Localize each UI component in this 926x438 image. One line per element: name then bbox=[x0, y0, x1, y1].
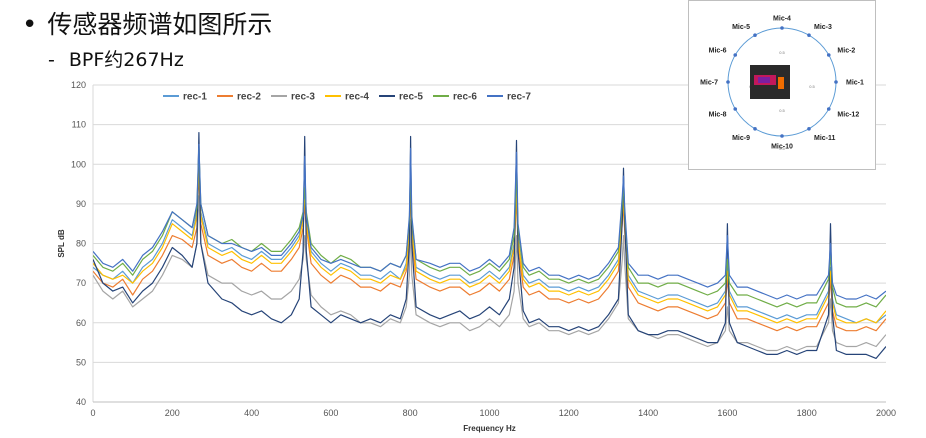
bullet-title: • 传感器频谱如图所示 bbox=[22, 8, 272, 42]
mic-point bbox=[807, 126, 811, 131]
mic-label: Mic-11 bbox=[814, 135, 836, 142]
legend-label-rec-1: rec-1 bbox=[183, 92, 207, 103]
legend-label-rec-2: rec-2 bbox=[237, 92, 261, 103]
series-line-rec-7 bbox=[93, 143, 886, 300]
radial-label: 0.5 bbox=[809, 84, 815, 89]
x-tick-label: 400 bbox=[244, 408, 259, 418]
series-line-rec-4 bbox=[93, 167, 886, 324]
series-lines bbox=[93, 132, 886, 359]
mic-label: Mic-1 bbox=[846, 80, 864, 87]
mic-point bbox=[780, 134, 784, 138]
mic-label: Mic-12 bbox=[837, 112, 859, 119]
x-tick-label: 200 bbox=[165, 408, 180, 418]
x-tick-label: 600 bbox=[323, 408, 338, 418]
y-tick-label: 110 bbox=[72, 120, 86, 130]
bullet-marker: • bbox=[22, 10, 38, 40]
mic-point bbox=[753, 126, 757, 131]
mic-point bbox=[826, 107, 831, 111]
y-tick-label: 90 bbox=[76, 199, 86, 209]
mic-label: Mic-10 bbox=[771, 144, 793, 151]
legend-label-rec-5: rec-5 bbox=[399, 92, 423, 103]
series-line-rec-5 bbox=[93, 132, 886, 359]
legend-label-rec-7: rec-7 bbox=[507, 92, 531, 103]
mic-point bbox=[753, 33, 757, 38]
x-tick-label: 1400 bbox=[638, 408, 658, 418]
mic-point bbox=[726, 80, 730, 84]
x-tick-label: 1800 bbox=[797, 408, 817, 418]
mic-label: Mic-6 bbox=[709, 48, 727, 55]
y-axis-title: SPL dB bbox=[57, 229, 66, 258]
series-line-rec-2 bbox=[93, 171, 886, 332]
sub-bullet: - BPF约267Hz bbox=[48, 48, 184, 72]
series-line-rec-6 bbox=[93, 147, 886, 308]
slide-title: 传感器频谱如图所示 bbox=[47, 10, 273, 39]
x-axis-title: Frequency Hz bbox=[463, 424, 515, 433]
mic-point bbox=[826, 53, 831, 57]
radial-label: 0.5 bbox=[779, 146, 785, 151]
x-tick-label: 2000 bbox=[876, 408, 896, 418]
x-tick-label: 1600 bbox=[717, 408, 737, 418]
mic-layout-inset: 0.50.50.50.50.5Mic-1Mic-2Mic-3Mic-4Mic-5… bbox=[688, 0, 876, 170]
source-image-edge bbox=[778, 77, 784, 89]
mic-label: Mic-7 bbox=[700, 80, 718, 87]
mic-label: Mic-3 bbox=[814, 24, 832, 31]
mic-point bbox=[780, 26, 784, 30]
y-tick-label: 60 bbox=[76, 318, 86, 328]
mic-point bbox=[733, 107, 738, 111]
mic-point bbox=[807, 33, 811, 38]
mic-label: Mic-2 bbox=[837, 48, 855, 55]
mic-label: Mic-5 bbox=[732, 24, 750, 31]
legend-label-rec-6: rec-6 bbox=[453, 92, 477, 103]
legend-label-rec-4: rec-4 bbox=[345, 92, 369, 103]
y-tick-label: 40 bbox=[76, 397, 86, 407]
series-line-rec-1 bbox=[93, 163, 886, 324]
mic-polar-plot: 0.50.50.50.50.5Mic-1Mic-2Mic-3Mic-4Mic-5… bbox=[700, 16, 864, 152]
series-line-rec-3 bbox=[93, 195, 886, 352]
legend-label-rec-3: rec-3 bbox=[291, 92, 315, 103]
mic-label: Mic-8 bbox=[709, 112, 727, 119]
mic-point bbox=[733, 53, 738, 57]
sub-bullet-dash: - bbox=[48, 49, 55, 71]
mic-label: Mic-4 bbox=[773, 16, 791, 23]
mic-label: Mic-9 bbox=[732, 135, 750, 142]
radial-label: 0.5 bbox=[779, 50, 785, 55]
x-tick-label: 0 bbox=[90, 408, 95, 418]
y-tick-label: 70 bbox=[76, 278, 86, 288]
y-tick-label: 50 bbox=[76, 357, 86, 367]
x-tick-label: 1000 bbox=[479, 408, 499, 418]
x-tick-label: 1200 bbox=[559, 408, 579, 418]
chart-legend: rec-1 rec-2 rec-3 rec-4 rec-5 rec-6 rec-7 bbox=[163, 92, 531, 103]
radial-label: 0.5 bbox=[779, 108, 785, 113]
x-tick-label: 800 bbox=[403, 408, 418, 418]
mic-point bbox=[834, 80, 838, 84]
y-tick-label: 100 bbox=[71, 159, 86, 169]
slide-subtitle: BPF约267Hz bbox=[68, 49, 184, 71]
y-tick-label: 80 bbox=[76, 239, 86, 249]
source-image-core bbox=[758, 77, 770, 83]
y-tick-label: 120 bbox=[71, 80, 86, 90]
